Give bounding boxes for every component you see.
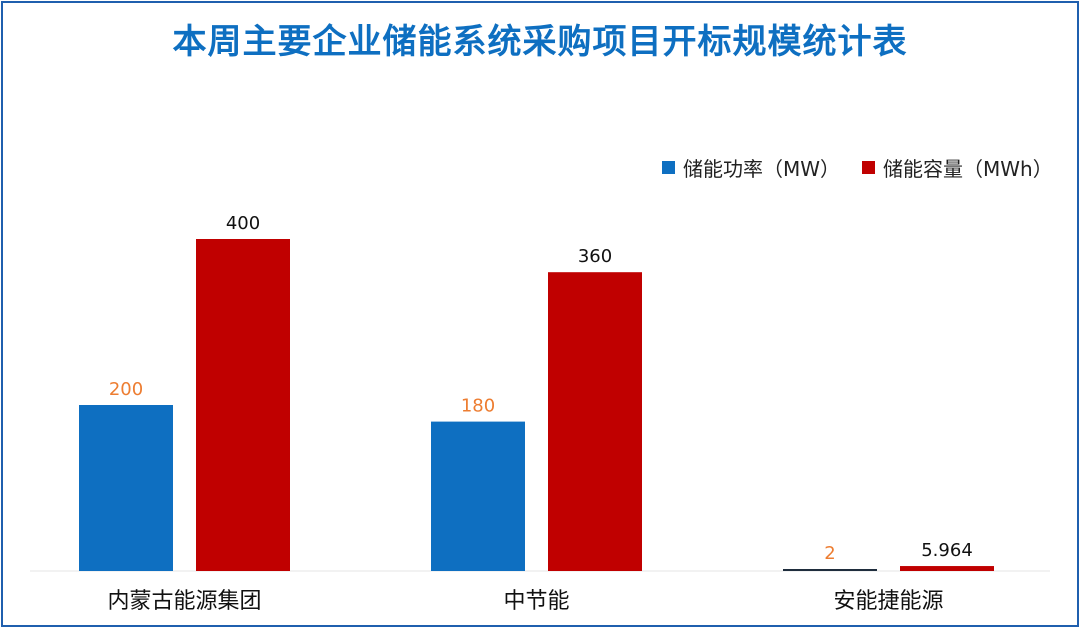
data-label-capacity-1: 360 [578,246,612,267]
legend-swatch-power [662,161,675,174]
bar-power-2 [783,569,877,571]
bar-power-0 [79,405,173,571]
data-label-power-2: 2 [824,543,835,564]
data-label-power-1: 180 [461,396,495,417]
legend: 储能功率（MW） 储能容量（MWh） [662,157,1053,181]
legend-label-power: 储能功率（MW） [683,157,840,181]
bar-capacity-1 [548,272,642,571]
bar-power-1 [431,421,525,571]
legend-label-capacity: 储能容量（MWh） [883,157,1053,181]
category-label-1: 中节能 [503,589,569,614]
legend-swatch-capacity [862,161,875,174]
bar-capacity-0 [196,239,290,571]
category-label-0: 内蒙古能源集团 [107,589,261,614]
chart-title: 本周主要企业储能系统采购项目开标规模统计表 [172,22,908,62]
data-label-power-0: 200 [109,379,143,400]
data-label-capacity-2: 5.964 [921,540,973,561]
category-label-2: 安能捷能源 [833,589,943,614]
data-label-capacity-0: 400 [226,213,260,234]
bar-capacity-2 [900,566,994,571]
